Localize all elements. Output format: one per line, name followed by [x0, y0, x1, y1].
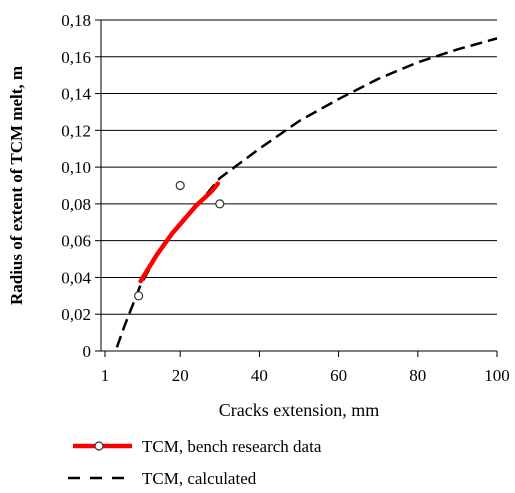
y-tick-label: 0,12 — [61, 121, 91, 140]
y-tick-label: 0,10 — [61, 158, 91, 177]
y-tick-label: 0,08 — [61, 195, 91, 214]
legend: TCM, bench research data TCM, calculated — [68, 437, 322, 488]
series-lines — [115, 37, 498, 348]
x-tick-label: 40 — [251, 366, 268, 385]
legend-label-bench-data: TCM, bench research data — [142, 437, 322, 456]
y-tick-label: 0,04 — [61, 268, 91, 287]
y-tick-label: 0,02 — [61, 305, 91, 324]
x-tick-label: 100 — [484, 366, 510, 385]
x-tick-labels: 1 20 40 60 80 100 — [101, 351, 510, 385]
legend-label-calculated: TCM, calculated — [142, 469, 257, 488]
legend-marker-bench-data — [94, 441, 104, 451]
data-point-bench — [175, 180, 185, 191]
series-line-calculated — [115, 37, 498, 348]
y-tick-label: 0,18 — [61, 11, 91, 30]
x-tick-label: 60 — [330, 366, 347, 385]
x-tick-label: 1 — [101, 366, 110, 385]
data-point-bench — [215, 199, 225, 209]
y-axis-title: Radius of extent of TCM melt, m — [7, 66, 26, 305]
grid-lines — [101, 19, 497, 315]
x-tick-label: 80 — [409, 366, 426, 385]
y-tick-label: 0,16 — [61, 48, 91, 67]
x-tick-label: 20 — [172, 366, 189, 385]
data-point-bench — [134, 291, 144, 301]
y-tick-label: 0,14 — [61, 85, 91, 104]
y-tick-label: 0 — [83, 342, 92, 361]
y-tick-labels: 0 0,02 0,04 0,06 0,08 0,10 0,12 0,14 0,16 0,18 — [61, 11, 101, 361]
data-points — [134, 180, 225, 301]
y-tick-label: 0,06 — [61, 232, 91, 251]
x-axis-title: Cracks extension, mm — [219, 400, 379, 420]
series-line-bench-data — [138, 181, 221, 284]
